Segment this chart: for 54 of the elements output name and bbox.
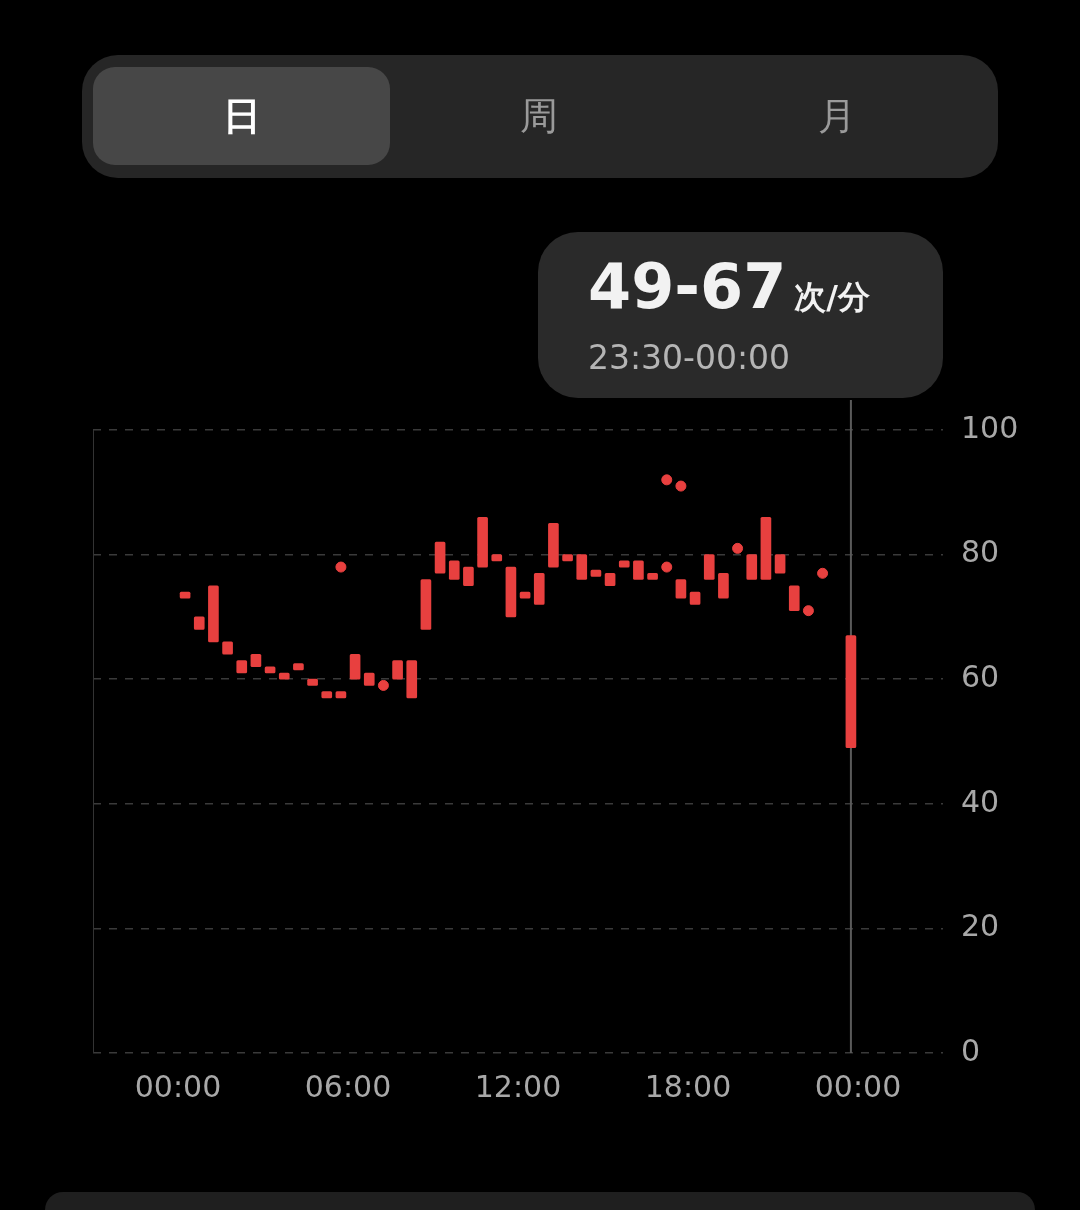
bar [774,554,786,574]
point [377,679,389,691]
bar [420,579,432,630]
text: 23:30-00:00 [588,338,791,377]
bar [236,660,248,674]
point [661,474,673,486]
bar [434,541,446,574]
x-tick-label: 00:00 [814,1068,902,1104]
x-tick-label: 06:00 [304,1068,392,1104]
text: 49-67 [588,250,787,323]
x-tick-label: 12:00 [474,1068,562,1104]
bar [406,660,418,699]
bar [548,523,559,568]
point [802,605,814,617]
bar [208,585,219,643]
bar [222,641,233,655]
bar [448,560,460,580]
y-tick-label: 60 [961,659,1000,694]
text: 周 [519,92,558,140]
text: 次/分 [794,277,870,318]
bar [760,516,772,580]
y-tick-label: 20 [961,908,1000,944]
bar [689,591,701,605]
bar [193,616,205,630]
bar [463,566,474,587]
y-tick-label: 0 [961,1032,981,1068]
point [335,561,347,573]
point [817,567,829,579]
bar [349,653,361,680]
bar [845,635,857,749]
bar [788,585,800,611]
bar [363,672,375,686]
bar [533,572,545,605]
bar [675,579,687,599]
point [675,480,687,492]
bar [392,660,403,680]
bar [633,560,644,580]
y-tick-label: 80 [961,534,1000,570]
x-tick-label: 18:00 [644,1068,732,1104]
bar [718,572,729,599]
text: 月 [817,92,856,140]
y-tick-label: 40 [961,783,1000,819]
y-tick-label: 100 [961,409,1019,445]
x-tick-label: 00:00 [134,1068,222,1104]
point [661,561,673,573]
point [732,542,744,554]
bar [576,554,588,580]
bar [505,566,517,618]
text: 日 [222,92,261,140]
bar [250,653,262,668]
bar [746,554,758,580]
bar [477,516,488,568]
bar [703,554,715,580]
bar [604,572,616,587]
